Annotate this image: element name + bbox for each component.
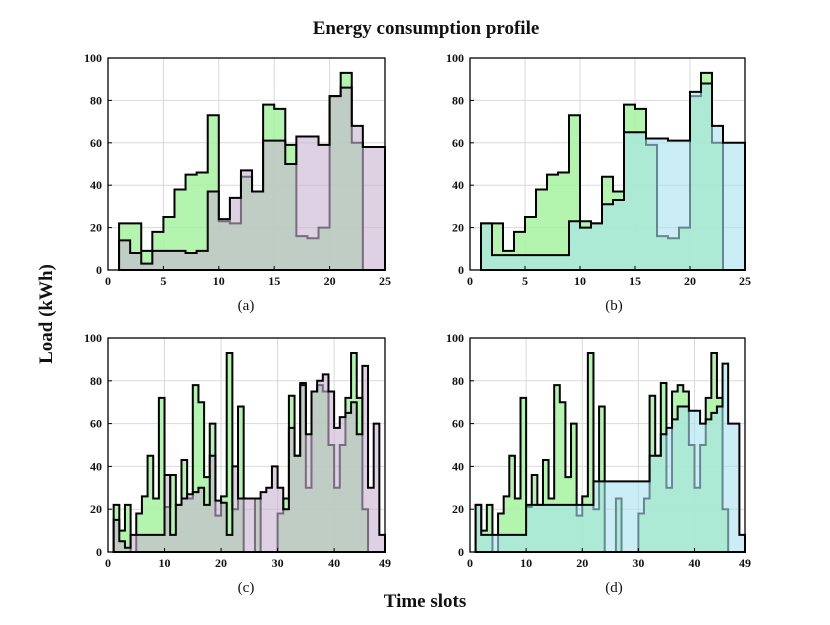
x-tick-label: 0	[467, 274, 473, 288]
x-tick-label: 5	[160, 274, 166, 288]
y-tick-label: 40	[90, 178, 102, 192]
y-tick-label: 80	[90, 93, 102, 107]
y-tick-label: 100	[446, 331, 464, 345]
y-axis-label: Load (kWh)	[36, 264, 57, 364]
x-tick-label: 10	[213, 274, 225, 288]
y-tick-label: 20	[452, 502, 464, 516]
axes-frame	[469, 337, 746, 553]
x-tick-label: 15	[268, 274, 280, 288]
x-tick-label: 30	[632, 556, 644, 570]
y-tick-label: 60	[452, 136, 464, 150]
x-tick-label: 0	[467, 556, 473, 570]
y-tick-label: 20	[452, 221, 464, 235]
y-tick-label: 100	[446, 51, 464, 65]
y-tick-label: 100	[84, 331, 102, 345]
panel-a: 0 5 10 15 20 25 0 20 40 60 80 100 (a)	[84, 51, 391, 314]
series-blue-area	[480, 82, 746, 271]
panel-b: 0 5 10 15 20 25 0 20 40 60 80 100 (b)	[446, 51, 751, 314]
x-tick-label: 5	[522, 274, 528, 288]
panel-label: (d)	[605, 580, 623, 596]
y-tick-label: 100	[84, 51, 102, 65]
y-tick-label: 80	[90, 374, 102, 388]
y-tick-label: 0	[458, 545, 464, 559]
y-tick-label: 0	[458, 263, 464, 277]
y-tick-label: 40	[452, 178, 464, 192]
x-tick-label: 15	[629, 274, 641, 288]
x-tick-label: 40	[328, 556, 340, 570]
y-tick-label: 80	[452, 93, 464, 107]
x-tick-label: 0	[105, 556, 111, 570]
y-tick-label: 60	[90, 417, 102, 431]
panel-d: 0 10 20 30 40 49 0 20 40 60 80 100 (d)	[446, 331, 751, 596]
x-tick-label: 49	[739, 556, 751, 570]
x-axis-label: Time slots	[384, 591, 467, 612]
figure-title: Energy consumption profile	[313, 18, 540, 39]
x-tick-label: 49	[379, 556, 391, 570]
series-purple-area	[118, 86, 386, 271]
y-tick-label: 80	[452, 374, 464, 388]
y-tick-label: 0	[96, 545, 102, 559]
x-tick-label: 0	[105, 274, 111, 288]
x-tick-label: 20	[215, 556, 227, 570]
x-tick-label: 20	[576, 556, 588, 570]
series-blue-area	[474, 362, 746, 553]
y-tick-label: 60	[452, 417, 464, 431]
y-tick-label: 0	[96, 263, 102, 277]
panel-c: 0 10 20 30 40 49 0 20 40 60 80 100 (c)	[84, 331, 391, 596]
panel-label: (b)	[605, 298, 623, 314]
x-tick-label: 25	[739, 274, 751, 288]
x-tick-label: 10	[159, 556, 171, 570]
y-tick-label: 40	[90, 459, 102, 473]
axes-frame	[469, 57, 746, 271]
y-tick-label: 60	[90, 136, 102, 150]
panel-label: (c)	[238, 580, 255, 596]
y-tick-label: 20	[90, 502, 102, 516]
axes-frame	[107, 57, 386, 271]
x-tick-label: 40	[688, 556, 700, 570]
x-tick-label: 20	[684, 274, 696, 288]
y-tick-label: 40	[452, 459, 464, 473]
x-tick-label: 10	[574, 274, 586, 288]
x-tick-label: 30	[272, 556, 284, 570]
y-tick-label: 20	[90, 221, 102, 235]
x-tick-label: 20	[324, 274, 336, 288]
axes-frame	[107, 337, 386, 553]
x-tick-label: 10	[520, 556, 532, 570]
panel-label: (a)	[238, 298, 255, 314]
x-tick-label: 25	[379, 274, 391, 288]
series-purple-area	[112, 364, 386, 553]
